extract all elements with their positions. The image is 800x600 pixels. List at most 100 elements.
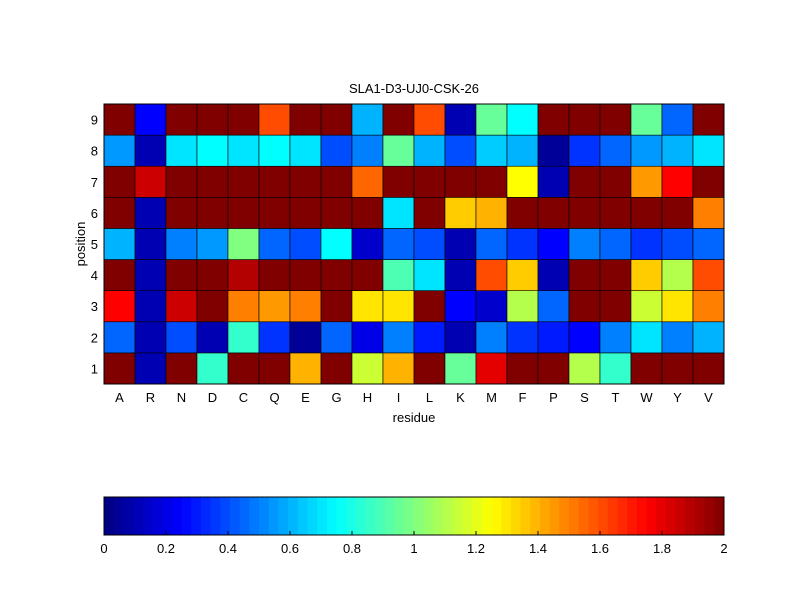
- colorbar-segment: [171, 497, 182, 535]
- heatmap-cell: [568, 290, 601, 323]
- heatmap-cell: [599, 228, 632, 260]
- colorbar-segment: [152, 497, 163, 535]
- colorbar-segment: [278, 497, 289, 535]
- heatmap-cell: [289, 352, 322, 385]
- x-tick-label: E: [301, 390, 310, 405]
- heatmap-cell: [506, 197, 539, 229]
- heatmap-cell: [630, 259, 663, 291]
- heatmap-cell: [599, 165, 632, 198]
- heatmap-cell: [103, 290, 136, 323]
- colorbar-segment: [627, 497, 638, 535]
- heatmap-cell: [165, 197, 198, 229]
- heatmap-cell: [506, 321, 539, 354]
- x-tick-label: I: [397, 390, 401, 405]
- heatmap-cell: [258, 321, 291, 354]
- colorbar-segment: [617, 497, 628, 535]
- heatmap-cell: [413, 321, 446, 354]
- heatmap-cell: [289, 259, 322, 291]
- heatmap-cell: [692, 228, 725, 260]
- heatmap-cell: [196, 352, 229, 385]
- heatmap-cell: [320, 103, 353, 136]
- x-tick-label: W: [640, 390, 653, 405]
- colorbar-segment: [685, 497, 696, 535]
- heatmap-cell: [444, 197, 477, 229]
- heatmap-cell: [196, 290, 229, 323]
- heatmap-cell: [475, 228, 508, 260]
- y-tick-label: 3: [91, 299, 98, 314]
- heatmap-cell: [289, 165, 322, 198]
- heatmap-cell: [382, 290, 415, 323]
- heatmap-cell: [568, 165, 601, 198]
- x-tick-label: R: [146, 390, 155, 405]
- heatmap-cell: [475, 165, 508, 198]
- heatmap-cell: [413, 352, 446, 385]
- heatmap-cell: [444, 165, 477, 198]
- heatmap-cell: [692, 352, 725, 385]
- heatmap-cell: [506, 103, 539, 136]
- heatmap-cell: [351, 321, 384, 354]
- heatmap-cell: [227, 165, 260, 198]
- colorbar-segment: [501, 497, 512, 535]
- heatmap-cell: [258, 352, 291, 385]
- heatmap-cell: [506, 290, 539, 323]
- heatmap-cell: [537, 103, 570, 136]
- heatmap-cell: [630, 165, 663, 198]
- heatmap-cell: [351, 103, 384, 136]
- colorbar-segment: [530, 497, 541, 535]
- heatmap-cell: [568, 259, 601, 291]
- x-tick-label: G: [331, 390, 341, 405]
- heatmap-cell: [165, 134, 198, 167]
- heatmap-cell: [134, 352, 167, 385]
- heatmap-cell: [196, 165, 229, 198]
- x-tick-label: F: [519, 390, 527, 405]
- x-tick-label: D: [208, 390, 217, 405]
- heatmap-cell: [475, 197, 508, 229]
- colorbar-segment: [113, 497, 124, 535]
- heatmap-cell: [351, 134, 384, 167]
- heatmap-cell: [568, 352, 601, 385]
- heatmap-cell: [661, 165, 694, 198]
- colorbar-tick-label: 0.8: [343, 541, 361, 556]
- colorbar-segment: [268, 497, 279, 535]
- heatmap-cell: [599, 290, 632, 323]
- heatmap-cell: [537, 290, 570, 323]
- heatmap-cell: [258, 259, 291, 291]
- colorbar-tick-label: 0.6: [281, 541, 299, 556]
- colorbar-segment: [375, 497, 386, 535]
- heatmap-cell: [506, 228, 539, 260]
- heatmap-cell: [537, 134, 570, 167]
- heatmap-cell: [413, 165, 446, 198]
- heatmap-cell: [165, 352, 198, 385]
- heatmap-cell: [444, 103, 477, 136]
- heatmap-cell: [692, 197, 725, 229]
- colorbar-segment: [694, 497, 706, 535]
- heatmap-cell: [289, 134, 322, 167]
- colorbar-segment: [200, 497, 212, 535]
- colorbar-segment: [569, 497, 580, 535]
- y-tick-label: 4: [91, 268, 98, 283]
- heatmap-cell: [599, 321, 632, 354]
- heatmap-cell: [506, 165, 539, 198]
- heatmap-cell: [661, 321, 694, 354]
- heatmap-cell: [444, 321, 477, 354]
- heatmap-cell: [537, 197, 570, 229]
- colorbar-segment: [665, 497, 677, 535]
- colorbar-segment: [704, 497, 715, 535]
- colorbar-segment: [472, 497, 483, 535]
- heatmap-cell: [382, 134, 415, 167]
- colorbar-tick-label: 0.2: [157, 541, 175, 556]
- colorbar-segment: [404, 497, 415, 535]
- heatmap-cell: [103, 259, 136, 291]
- colorbar-segment: [520, 497, 531, 535]
- colorbar-segment: [646, 497, 657, 535]
- colorbar-segment: [452, 497, 463, 535]
- heatmap-cell: [568, 321, 601, 354]
- y-tick-label: 6: [91, 206, 98, 221]
- colorbar-segment: [336, 497, 347, 535]
- colorbar-segment: [636, 497, 647, 535]
- heatmap-cell: [692, 165, 725, 198]
- heatmap-cell: [382, 165, 415, 198]
- heatmap-cell: [103, 103, 136, 136]
- colorbar-segment: [423, 497, 434, 535]
- heatmap-cell: [103, 197, 136, 229]
